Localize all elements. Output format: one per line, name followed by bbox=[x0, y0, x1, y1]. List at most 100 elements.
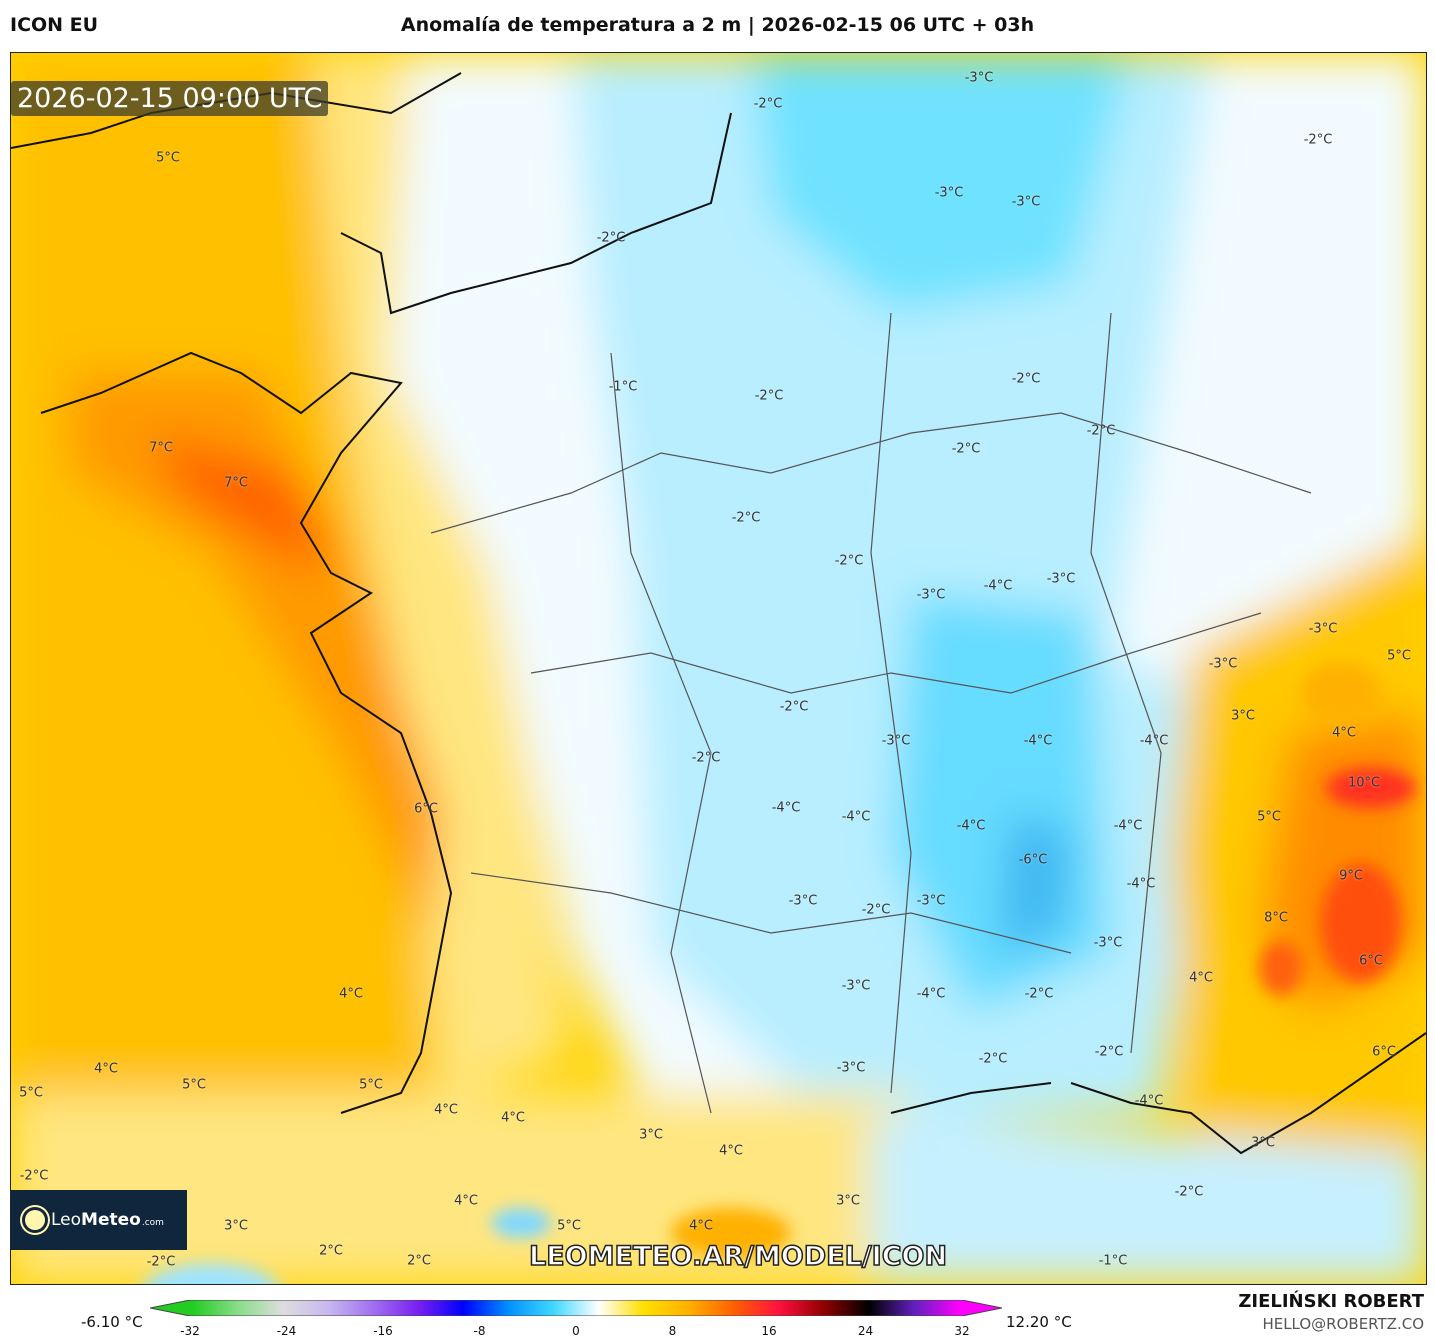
contour-label: -4°C bbox=[841, 809, 871, 825]
contour-label: -2°C bbox=[861, 902, 891, 918]
contour-label: 4°C bbox=[719, 1143, 743, 1159]
scale-tick-label: -24 bbox=[276, 1324, 297, 1338]
contour-label: -2°C bbox=[596, 230, 626, 246]
contour-label: -4°C bbox=[1126, 876, 1156, 892]
scale-tick-label: 8 bbox=[668, 1324, 677, 1338]
contour-label: -4°C bbox=[1139, 733, 1169, 749]
contour-label: -4°C bbox=[1023, 733, 1053, 749]
contour-label: 6°C bbox=[1359, 953, 1383, 969]
contour-label: -2°C bbox=[1303, 132, 1333, 148]
contour-label: 9°C bbox=[1339, 868, 1363, 884]
contour-label: -3°C bbox=[788, 893, 818, 909]
contour-label: -4°C bbox=[1134, 1093, 1164, 1109]
logo-text-light: Leo bbox=[51, 1210, 82, 1230]
contour-label: 4°C bbox=[1332, 725, 1356, 741]
contour-label: -4°C bbox=[1113, 818, 1143, 834]
watermark-url: LEOMETEO.AR/MODEL/ICON bbox=[528, 1240, 948, 1273]
contour-label: -2°C bbox=[753, 96, 783, 112]
scale-tick-label: 32 bbox=[954, 1324, 970, 1338]
contour-label: 2°C bbox=[407, 1253, 431, 1269]
logo-text-bold: Meteo bbox=[81, 1210, 141, 1230]
scale-tick-label: -16 bbox=[373, 1324, 393, 1338]
contour-label: -2°C bbox=[146, 1254, 176, 1270]
sun-icon bbox=[25, 1210, 45, 1230]
contour-label: 4°C bbox=[339, 986, 363, 1002]
contour-label: 5°C bbox=[182, 1077, 206, 1093]
color-scale-bar bbox=[150, 1300, 1002, 1316]
contour-label: -3°C bbox=[1011, 194, 1041, 210]
contour-label: -4°C bbox=[771, 800, 801, 816]
scale-tick-label: 24 bbox=[857, 1324, 874, 1338]
contour-label: 8°C bbox=[1264, 910, 1288, 926]
contour-label: -6°C bbox=[1018, 852, 1048, 868]
contour-label: 6°C bbox=[1372, 1044, 1396, 1060]
scale-tick-label: 16 bbox=[761, 1324, 777, 1338]
contour-label: -3°C bbox=[841, 978, 871, 994]
contour-label: 4°C bbox=[689, 1218, 713, 1234]
contour-label: -1°C bbox=[1098, 1253, 1128, 1269]
author-name: ZIELIŃSKI ROBERT bbox=[1238, 1291, 1424, 1312]
contour-label: 4°C bbox=[434, 1102, 458, 1118]
contour-label: -2°C bbox=[754, 388, 784, 404]
contour-label: -3°C bbox=[934, 185, 964, 201]
contour-label: -3°C bbox=[1093, 935, 1123, 951]
temperature-anomaly-map[interactable]: 5°C -3°C -2°C -2°C -3°C -3°C -2°C -1°C -2°C -2°C -… bbox=[10, 52, 1427, 1285]
contour-label: -2°C bbox=[951, 441, 981, 457]
contour-label: -4°C bbox=[916, 986, 946, 1002]
contour-label: -3°C bbox=[1308, 621, 1338, 637]
leometeo-logo[interactable]: Leo Meteo .com bbox=[11, 1190, 187, 1250]
contour-label: 7°C bbox=[149, 440, 173, 456]
max-value-label: 12.20 °C bbox=[1006, 1313, 1072, 1331]
contour-label: -2°C bbox=[779, 699, 809, 715]
contour-label: -2°C bbox=[834, 553, 864, 569]
contour-label: -2°C bbox=[19, 1168, 49, 1184]
contour-label: 5°C bbox=[156, 150, 180, 166]
contour-label: -4°C bbox=[956, 818, 986, 834]
contour-label: 3°C bbox=[836, 1193, 860, 1209]
contour-label: 5°C bbox=[19, 1085, 43, 1101]
scale-tick-label: -8 bbox=[473, 1324, 486, 1338]
contour-label: 10°C bbox=[1347, 775, 1381, 791]
map-title: Anomalía de temperatura a 2 m | 2026-02-… bbox=[400, 14, 1035, 36]
contour-label: 7°C bbox=[224, 475, 248, 491]
contour-label: 5°C bbox=[359, 1077, 383, 1093]
contour-label: -2°C bbox=[691, 750, 721, 766]
contour-label: 4°C bbox=[1189, 970, 1213, 986]
contour-label: -3°C bbox=[916, 587, 946, 603]
map-field bbox=[11, 53, 1426, 1284]
contour-label: 3°C bbox=[224, 1218, 248, 1234]
contour-label: 4°C bbox=[94, 1061, 118, 1077]
contour-label: 2°C bbox=[319, 1243, 343, 1259]
contour-label: -3°C bbox=[964, 70, 994, 86]
contour-label: -3°C bbox=[836, 1060, 866, 1076]
author-email: HELLO@ROBERTZ.CO bbox=[1262, 1315, 1424, 1333]
logo-suffix: .com bbox=[141, 1217, 164, 1228]
min-value-label: -6.10 °C bbox=[81, 1313, 143, 1331]
contour-label: 3°C bbox=[1231, 708, 1255, 724]
contour-label: 5°C bbox=[1257, 809, 1281, 825]
contour-label: -2°C bbox=[1024, 986, 1054, 1002]
contour-label: 4°C bbox=[454, 1193, 478, 1209]
contour-label: -2°C bbox=[731, 510, 761, 526]
contour-label: -2°C bbox=[1174, 1184, 1204, 1200]
model-name: ICON EU bbox=[10, 14, 99, 36]
contour-label: -2°C bbox=[1011, 371, 1041, 387]
contour-label: -1°C bbox=[608, 379, 638, 395]
contour-label: -3°C bbox=[916, 893, 946, 909]
scale-tick-label: -32 bbox=[180, 1324, 200, 1338]
contour-label: -3°C bbox=[881, 733, 911, 749]
contour-label: -3°C bbox=[1046, 571, 1076, 587]
contour-label: 5°C bbox=[1387, 648, 1411, 664]
contour-label: 3°C bbox=[1251, 1135, 1275, 1151]
contour-label: -4°C bbox=[983, 578, 1013, 594]
contour-label: 6°C bbox=[414, 801, 438, 817]
contour-label: -2°C bbox=[1094, 1044, 1124, 1060]
contour-label: 3°C bbox=[639, 1127, 663, 1143]
contour-label: -3°C bbox=[1208, 656, 1238, 672]
contour-label: -2°C bbox=[978, 1051, 1008, 1067]
scale-tick-label: 0 bbox=[572, 1324, 580, 1338]
contour-label: 5°C bbox=[557, 1218, 581, 1234]
contour-label: 4°C bbox=[501, 1110, 525, 1126]
contour-label: -2°C bbox=[1086, 423, 1116, 439]
valid-time-stamp: 2026-02-15 09:00 UTC bbox=[11, 81, 329, 116]
